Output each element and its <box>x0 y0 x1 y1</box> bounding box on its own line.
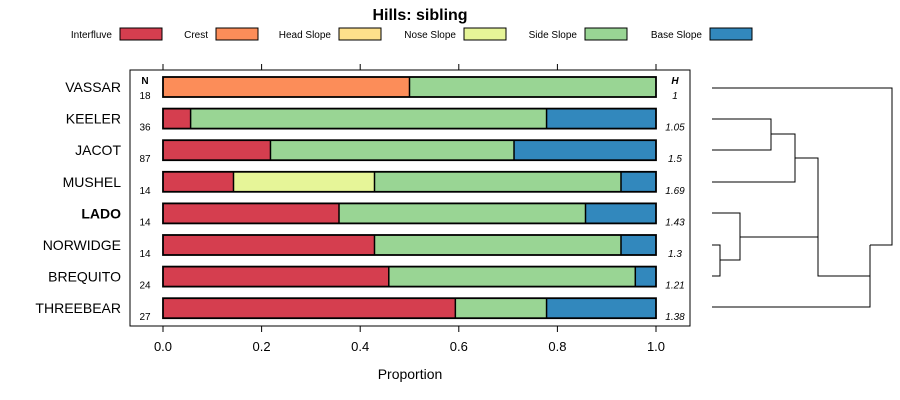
dendrogram-branch <box>712 245 871 308</box>
n-value: 87 <box>139 154 151 165</box>
category-label: BREQUITO <box>48 269 121 285</box>
x-axis-label: Proportion <box>378 366 443 382</box>
bar-segment <box>620 235 656 255</box>
n-value: 14 <box>139 249 151 260</box>
bar-segment <box>388 266 636 287</box>
category-label: KEELER <box>66 111 121 127</box>
category-label: VASSAR <box>65 79 121 95</box>
bar-segment <box>163 140 271 161</box>
bar-segment <box>635 266 656 287</box>
legend-swatch <box>215 27 259 41</box>
bar-segment <box>190 108 547 129</box>
bar-segment <box>374 171 621 192</box>
h-value: 1.38 <box>665 312 685 323</box>
bar-outline <box>162 139 657 162</box>
legend-label: Nose Slope <box>404 30 456 41</box>
h-value: 1.43 <box>665 217 685 228</box>
x-axis: 0.0 0.2 0.4 0.6 0.8 1.0 <box>154 64 665 354</box>
n-value: 14 <box>139 186 151 197</box>
bar-segment <box>546 298 656 319</box>
n-value: 24 <box>139 281 151 292</box>
h-value: 1.5 <box>668 154 682 165</box>
x-tick-label: 1.0 <box>647 339 665 354</box>
bar-outline <box>162 265 657 288</box>
bar-segment <box>233 171 375 192</box>
legend-label: Crest <box>184 30 208 41</box>
category-label: THREEBEAR <box>35 300 121 316</box>
category-label: JACOT <box>75 142 121 158</box>
dendrogram-branch <box>795 157 870 277</box>
bar-outline <box>162 297 657 320</box>
legend: Interfluve Crest Head Slope Nose Slope Side … <box>71 27 753 41</box>
bar-segment <box>163 171 234 192</box>
dendrogram-branch <box>712 133 796 183</box>
category-label: NORWIDGE <box>43 237 121 253</box>
bar-segment <box>163 77 410 97</box>
dendrogram-branch <box>712 118 772 151</box>
legend-label: Interfluve <box>71 30 113 41</box>
x-tick-label: 0.6 <box>450 339 468 354</box>
n-value: 27 <box>139 312 151 323</box>
bar-segment <box>514 140 656 161</box>
n-value: 36 <box>139 123 151 134</box>
bar-segment <box>163 235 375 255</box>
bar-segment <box>546 108 656 129</box>
bar-segment <box>455 298 547 319</box>
h-header: H <box>671 76 679 87</box>
legend-swatch <box>584 27 628 41</box>
bar-segment <box>163 203 340 224</box>
dendrogram-branch <box>712 212 741 261</box>
dendrogram-branch <box>712 244 721 277</box>
n-header: N <box>141 76 148 87</box>
x-tick-label: 0.4 <box>351 339 369 354</box>
n-value: 18 <box>139 91 151 102</box>
x-tick-label: 0.8 <box>548 339 566 354</box>
legend-label: Side Slope <box>529 30 578 41</box>
n-value: 14 <box>139 217 151 228</box>
dendrogram <box>712 87 893 308</box>
bars: VASSAR 18 1 KEELER 36 1.05 JACOT 87 1.5 MUSHEL 14 1… <box>35 76 685 323</box>
bar-outline <box>162 202 657 225</box>
bar-segment <box>163 266 389 287</box>
plot-frame <box>129 69 691 327</box>
h-value: 1 <box>672 91 678 102</box>
bar-outline <box>162 234 657 256</box>
bar-segment <box>163 298 456 319</box>
h-value: 1.69 <box>665 186 685 197</box>
bar-segment <box>339 203 586 224</box>
category-label: LADO <box>81 205 121 221</box>
chart-title: Hills: sibling <box>372 7 467 24</box>
legend-swatch <box>338 27 382 41</box>
bar-outline <box>162 107 657 130</box>
bar-segment <box>585 203 656 224</box>
x-tick-label: 0.2 <box>253 339 271 354</box>
bar-outline <box>162 170 657 193</box>
bar-segment <box>409 77 656 97</box>
bar-segment <box>620 171 656 192</box>
dendrogram-branch <box>712 87 893 246</box>
h-value: 1.21 <box>665 281 684 292</box>
bar-segment <box>374 235 621 255</box>
legend-swatch <box>709 27 753 41</box>
legend-swatch <box>463 27 507 41</box>
legend-swatch <box>119 27 163 41</box>
bar-segment <box>163 108 191 129</box>
legend-label: Base Slope <box>651 30 703 41</box>
x-tick-label: 0.0 <box>154 339 172 354</box>
h-value: 1.05 <box>665 123 685 134</box>
category-label: MUSHEL <box>63 174 122 190</box>
h-value: 1.3 <box>668 249 682 260</box>
bar-segment <box>270 140 515 161</box>
legend-label: Head Slope <box>279 30 332 41</box>
